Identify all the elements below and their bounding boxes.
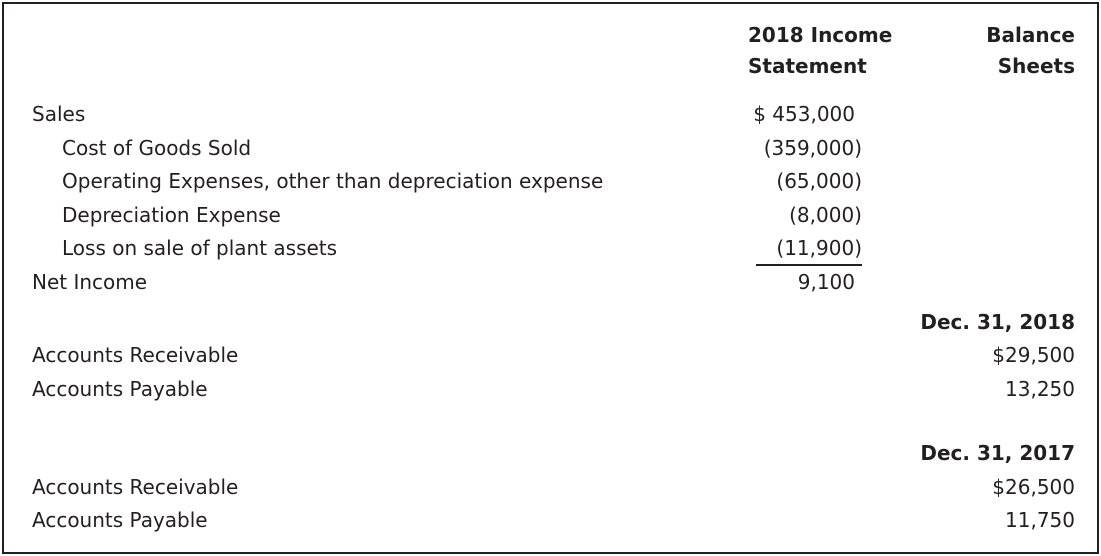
balance-sheets-column-header: Balance Sheets	[862, 20, 1078, 82]
row-accounts-receivable-2018: Accounts Receivable $29,500	[32, 339, 1078, 373]
row-accounts-payable-2018: Accounts Payable 13,250	[32, 373, 1078, 407]
empty-cell	[712, 471, 862, 505]
row-value: $26,500	[992, 474, 1075, 499]
row-label: Net Income	[32, 270, 148, 294]
row-label: Loss on sale of plant assets	[62, 236, 338, 260]
row-value: 9,100	[797, 270, 855, 294]
row-accounts-payable-2017: Accounts Payable 11,750	[32, 504, 1078, 538]
date-header-2018-row: Dec. 31, 2018	[32, 306, 1078, 340]
row-value: $ 453,000	[753, 102, 855, 126]
empty-cell	[712, 437, 862, 471]
row-cost-of-goods-sold: Cost of Goods Sold (359,000)	[32, 132, 1078, 166]
balance-sheets-header-line2: Sheets	[997, 54, 1075, 78]
income-statement-header-line2: Statement	[748, 54, 867, 78]
date-header-2017-row: Dec. 31, 2017	[32, 437, 1078, 471]
empty-cell	[862, 132, 1078, 166]
row-loss-on-sale-of-plant-assets: Loss on sale of plant assets (11,900)	[32, 232, 1078, 266]
row-net-income: Net Income 9,100	[32, 266, 1078, 300]
row-label: Sales	[32, 102, 86, 126]
empty-header-cell	[32, 20, 712, 82]
empty-cell	[32, 437, 712, 471]
empty-cell	[32, 306, 712, 340]
row-sales: Sales $ 453,000	[32, 98, 1078, 132]
empty-cell	[862, 232, 1078, 266]
row-value: (8,000)	[789, 202, 862, 227]
empty-cell	[712, 504, 862, 538]
date-header-2018: Dec. 31, 2018	[920, 309, 1075, 334]
income-statement-header-line1: 2018 Income	[748, 23, 893, 47]
row-value: 11,750	[1005, 508, 1075, 532]
empty-cell	[862, 165, 1078, 199]
empty-cell	[712, 339, 862, 373]
row-value: 13,250	[1005, 376, 1075, 401]
row-value: (359,000)	[763, 135, 862, 160]
empty-cell	[862, 266, 1078, 300]
balance-sheets-header-line1: Balance	[986, 23, 1075, 47]
empty-cell	[862, 199, 1078, 233]
row-label: Accounts Payable	[32, 508, 208, 532]
date-header-2017: Dec. 31, 2017	[920, 441, 1075, 465]
empty-cell	[712, 306, 862, 340]
row-operating-expenses: Operating Expenses, other than depreciat…	[32, 165, 1078, 199]
row-depreciation-expense: Depreciation Expense (8,000)	[32, 199, 1078, 233]
underlined-value: (11,900)	[756, 233, 862, 266]
empty-cell	[712, 373, 862, 407]
row-label: Accounts Payable	[32, 376, 208, 401]
row-label: Operating Expenses, other than depreciat…	[62, 169, 604, 193]
row-label: Accounts Receivable	[32, 474, 239, 499]
row-accounts-receivable-2017: Accounts Receivable $26,500	[32, 471, 1078, 505]
row-label: Depreciation Expense	[62, 202, 281, 227]
empty-cell	[862, 98, 1078, 132]
row-value: $29,500	[992, 343, 1075, 367]
column-headers-row: 2018 Income Statement Balance Sheets	[32, 20, 1078, 82]
income-statement-column-header: 2018 Income Statement	[712, 20, 893, 82]
row-value: (65,000)	[776, 169, 862, 193]
row-value: (11,900)	[712, 232, 862, 266]
row-label: Cost of Goods Sold	[62, 135, 252, 160]
row-label: Accounts Receivable	[32, 343, 239, 367]
